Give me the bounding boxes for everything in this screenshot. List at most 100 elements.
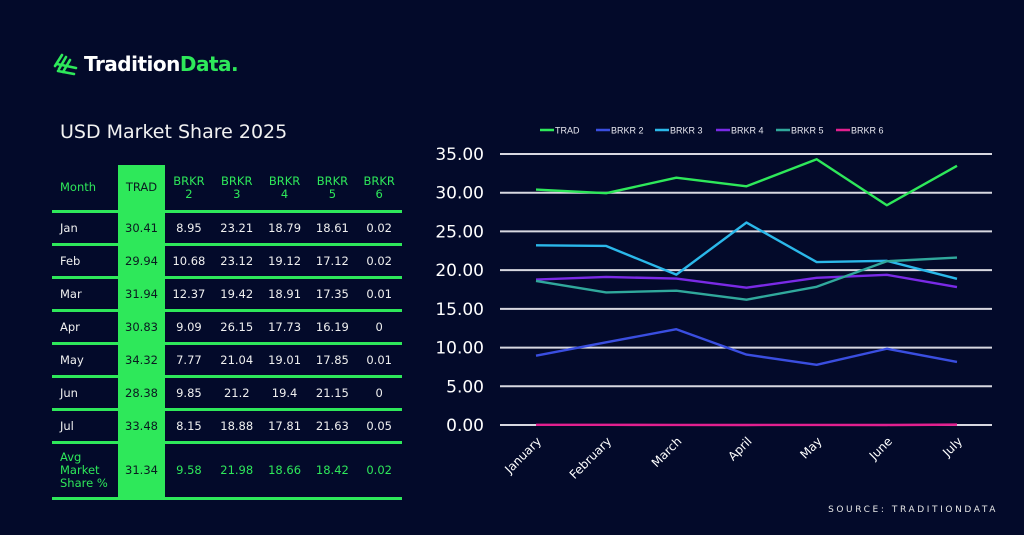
table-cell: 17.85	[308, 343, 357, 378]
legend-label: BRKR 3	[670, 126, 703, 136]
market-share-table: Month TRAD BRKR 2 BRKR 3 BRKR 4 BRKR 5 BRKR 6 …	[52, 165, 402, 500]
table-cell: 21.15	[308, 376, 357, 411]
series-line-brkr-4	[535, 273, 958, 289]
table-cell: 31.34	[118, 442, 165, 500]
y-tick-label: 0.00	[446, 416, 484, 436]
table-cell: 0	[356, 310, 402, 345]
table-cell: 21.04	[212, 343, 261, 378]
table-cell: 17.81	[260, 409, 309, 444]
table-cell: 34.32	[118, 343, 165, 378]
table-cell: 0	[356, 376, 402, 411]
table-cell: 0.02	[356, 244, 402, 279]
table-row: May 34.32 7.77 21.04 19.01 17.85 0.01	[52, 343, 402, 378]
table-cell: 23.12	[212, 244, 261, 279]
table-cell: 0.02	[356, 442, 402, 500]
x-tick-label: March	[649, 434, 685, 470]
table-cell: 18.61	[308, 211, 357, 246]
column-header: BRKR 5	[308, 165, 357, 213]
table-cell: 18.66	[260, 442, 309, 500]
table-cell: 19.01	[260, 343, 309, 378]
table-cell: 17.12	[308, 244, 357, 279]
table-cell: 17.35	[308, 277, 357, 312]
table-cell: 18.91	[260, 277, 309, 312]
table-cell: 9.58	[165, 442, 213, 500]
series-line-brkr-2	[535, 328, 958, 367]
table-cell: Feb	[52, 244, 118, 279]
table-row: Feb 29.94 10.68 23.12 19.12 17.12 0.02	[52, 244, 402, 279]
column-header: BRKR 3	[212, 165, 261, 213]
table-cell: 19.4	[260, 376, 309, 411]
table-cell: 8.15	[165, 409, 213, 444]
table-cell: Mar	[52, 277, 118, 312]
table-cell: 21.98	[212, 442, 261, 500]
table-cell: May	[52, 343, 118, 378]
x-tick-label: July	[939, 434, 965, 460]
table-cell: Jun	[52, 376, 118, 411]
column-header: BRKR 2	[165, 165, 213, 213]
column-header: BRKR 6	[356, 165, 402, 213]
table-row: Jun 28.38 9.85 21.2 19.4 21.15 0	[52, 376, 402, 411]
table-cell: 0.01	[356, 277, 402, 312]
table-cell: 10.68	[165, 244, 213, 279]
y-tick-label: 10.00	[435, 339, 484, 359]
table-cell: 21.63	[308, 409, 357, 444]
table-cell: 18.88	[212, 409, 261, 444]
table-cell: Avg Market Share %	[52, 442, 118, 500]
table-cell: 19.12	[260, 244, 309, 279]
table-cell: 33.48	[118, 409, 165, 444]
y-tick-label: 20.00	[435, 261, 484, 281]
legend-label: BRKR 6	[851, 126, 884, 136]
column-header: Month	[52, 165, 118, 213]
average-row: Avg Market Share % 31.34 9.58 21.98 18.66 18.…	[52, 442, 402, 500]
column-header: BRKR 4	[260, 165, 309, 213]
y-tick-label: 15.00	[435, 300, 484, 320]
legend-label: BRKR 5	[791, 126, 824, 136]
table-cell: 0.02	[356, 211, 402, 246]
table-row: Apr 30.83 9.09 26.15 17.73 16.19 0	[52, 310, 402, 345]
legend-label: BRKR 4	[731, 126, 764, 136]
x-tick-label: January	[501, 434, 544, 477]
column-header: TRAD	[118, 165, 165, 213]
y-tick-label: 35.00	[435, 145, 484, 165]
table-cell: 31.94	[118, 277, 165, 312]
y-tick-label: 5.00	[446, 377, 484, 397]
table-cell: 26.15	[212, 310, 261, 345]
table-cell: 9.85	[165, 376, 213, 411]
x-tick-label: February	[567, 434, 615, 482]
series-line-brkr-5	[535, 256, 958, 301]
table-cell: 30.41	[118, 211, 165, 246]
series-line-trad	[535, 158, 958, 207]
legend-label: BRKR 2	[611, 126, 644, 136]
legend-label: TRAD	[555, 126, 580, 136]
table-row: Jul 33.48 8.15 18.88 17.81 21.63 0.05	[52, 409, 402, 444]
table-cell: 0.05	[356, 409, 402, 444]
table-cell: 18.42	[308, 442, 357, 500]
x-tick-label: June	[866, 434, 895, 463]
x-tick-label: May	[797, 434, 824, 461]
table-cell: 8.95	[165, 211, 213, 246]
table-cell: Jul	[52, 409, 118, 444]
table-row: Jan 30.41 8.95 23.21 18.79 18.61 0.02	[52, 211, 402, 246]
table-cell: 19.42	[212, 277, 261, 312]
table-cell: 7.77	[165, 343, 213, 378]
table-cell: 0.01	[356, 343, 402, 378]
table-cell: 23.21	[212, 211, 261, 246]
table-cell: 12.37	[165, 277, 213, 312]
x-tick-label: April	[725, 434, 754, 463]
y-tick-label: 25.00	[435, 222, 484, 242]
brand-logo: TraditionData.	[52, 52, 239, 76]
table-cell: 30.83	[118, 310, 165, 345]
table-cell: 28.38	[118, 376, 165, 411]
table-cell: 17.73	[260, 310, 309, 345]
table-cell: 16.19	[308, 310, 357, 345]
y-tick-label: 30.00	[435, 184, 484, 204]
table-row: Mar 31.94 12.37 19.42 18.91 17.35 0.01	[52, 277, 402, 312]
logo-icon	[53, 53, 78, 76]
page-title: USD Market Share 2025	[60, 121, 288, 143]
table-cell: Apr	[52, 310, 118, 345]
table-cell: Jan	[52, 211, 118, 246]
table-cell: 9.09	[165, 310, 213, 345]
table-cell: 21.2	[212, 376, 261, 411]
source-label: SOURCE: TRADITIONDATA	[828, 505, 998, 515]
